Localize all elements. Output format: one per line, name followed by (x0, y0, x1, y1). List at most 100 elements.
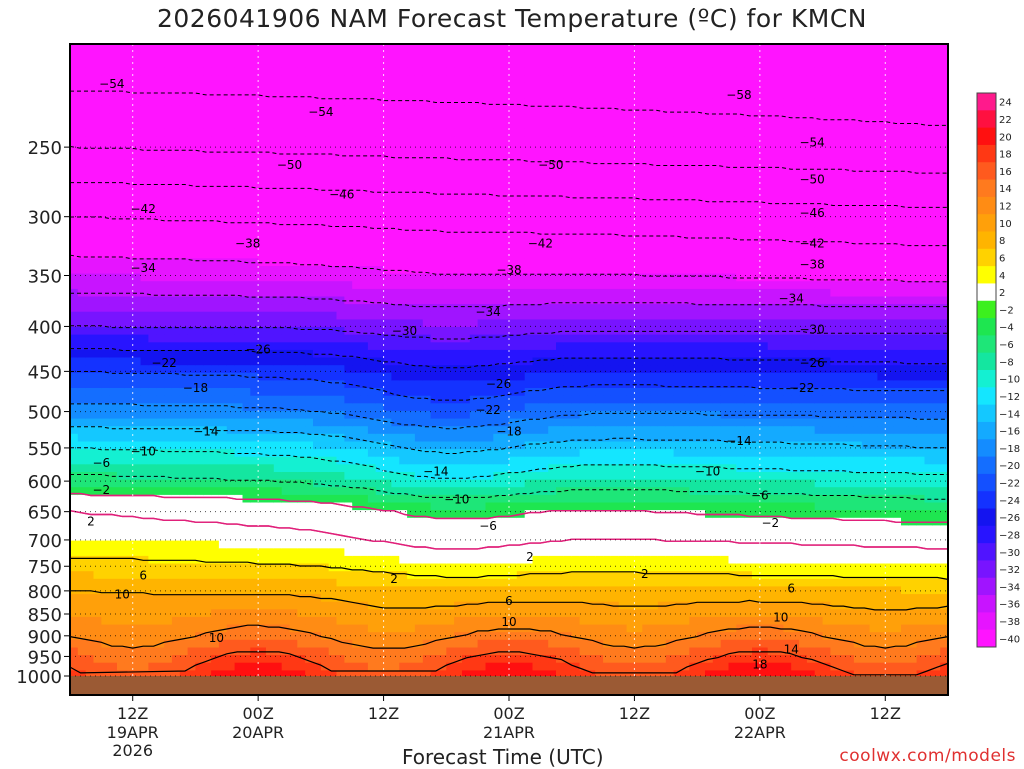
heat-cell (156, 380, 165, 389)
heat-cell (469, 136, 479, 145)
heat-cell (156, 410, 165, 420)
heat-cell (454, 113, 463, 122)
heat-cell (297, 502, 306, 511)
heat-cell (171, 212, 181, 221)
heat-cell (391, 105, 400, 114)
heat-cell (477, 90, 486, 99)
heat-cell (430, 82, 439, 91)
heat-cell (399, 98, 408, 107)
heat-cell (297, 586, 306, 595)
heat-cell (203, 388, 212, 397)
heat-cell (187, 548, 196, 557)
heat-cell (376, 22, 384, 30)
heat-cell (132, 647, 142, 656)
heat-cell (454, 548, 463, 557)
heat-cell (383, 365, 392, 374)
heat-cell (305, 311, 314, 320)
heat-cell (391, 365, 400, 374)
heat-cell (148, 258, 157, 267)
heat-cell (77, 510, 87, 519)
heat-cell (218, 60, 228, 69)
heat-cell (313, 22, 321, 30)
heat-cell (352, 60, 361, 69)
heat-cell (148, 197, 157, 206)
heat-cell (117, 357, 126, 366)
heat-cell (273, 52, 283, 61)
heat-cell (328, 410, 338, 420)
heat-cell (203, 609, 212, 618)
heat-cell (226, 639, 236, 648)
heat-cell (70, 44, 79, 53)
heat-cell (328, 349, 338, 359)
heat-cell (93, 250, 102, 259)
heat-cell (422, 632, 432, 641)
heat-cell (234, 395, 243, 404)
heat-cell (313, 487, 322, 496)
heat-cell (211, 594, 220, 603)
heat-cell (509, 441, 518, 450)
heat-cell (446, 670, 455, 679)
heat-cell (187, 243, 196, 252)
heat-cell (164, 174, 173, 183)
heat-cell (164, 357, 173, 366)
heat-cell (70, 128, 79, 137)
heat-cell (438, 441, 447, 450)
heat-cell (462, 403, 471, 412)
heat-cell (446, 296, 455, 305)
heat-cell (164, 479, 173, 488)
heat-cell (171, 174, 181, 183)
heat-cell (226, 311, 236, 320)
heat-cell (509, 555, 518, 565)
heat-cell (391, 418, 400, 427)
heat-cell (124, 296, 134, 305)
heat-cell (352, 670, 361, 679)
heat-cell (367, 296, 377, 305)
heat-cell (320, 52, 330, 61)
heat-cell (156, 266, 165, 275)
heat-cell (140, 670, 149, 679)
heat-cell (297, 479, 306, 488)
heat-cell (117, 433, 126, 442)
heat-cell (273, 342, 283, 351)
heat-cell (133, 22, 141, 30)
heat-cell (344, 121, 353, 130)
heat-cell (328, 647, 338, 656)
heat-cell (234, 456, 243, 465)
heat-cell (218, 357, 228, 366)
heat-cell (117, 29, 125, 37)
heat-cell (85, 357, 95, 366)
heat-cell (375, 594, 385, 603)
heat-cell (336, 388, 345, 397)
heat-cell (132, 296, 142, 305)
heat-cell (305, 151, 314, 160)
heat-cell (399, 365, 408, 374)
heat-cell (516, 227, 526, 236)
heat-cell (422, 525, 432, 534)
heat-cell (313, 456, 322, 465)
heat-cell (414, 555, 424, 565)
heat-cell (273, 288, 283, 298)
heat-cell (250, 609, 259, 618)
heat-cell (328, 487, 338, 496)
heat-cell (509, 464, 518, 473)
heat-cell (485, 273, 494, 282)
heat-cell (164, 296, 173, 305)
heat-cell (140, 410, 149, 420)
heat-cell (446, 571, 455, 580)
heat-cell (164, 632, 173, 641)
heat-cell (422, 540, 432, 549)
heat-cell (101, 174, 110, 183)
heat-cell (156, 502, 165, 511)
heat-cell (344, 60, 353, 69)
heat-cell (195, 334, 204, 343)
heat-cell (407, 121, 416, 130)
heat-cell (360, 113, 369, 122)
heat-cell (242, 433, 251, 442)
heat-cell (77, 433, 87, 442)
heat-cell (422, 655, 432, 664)
heat-cell (281, 197, 291, 206)
heat-cell (179, 327, 189, 336)
heat-cell (226, 52, 236, 61)
heat-cell (109, 44, 118, 53)
heat-cell (218, 533, 228, 542)
